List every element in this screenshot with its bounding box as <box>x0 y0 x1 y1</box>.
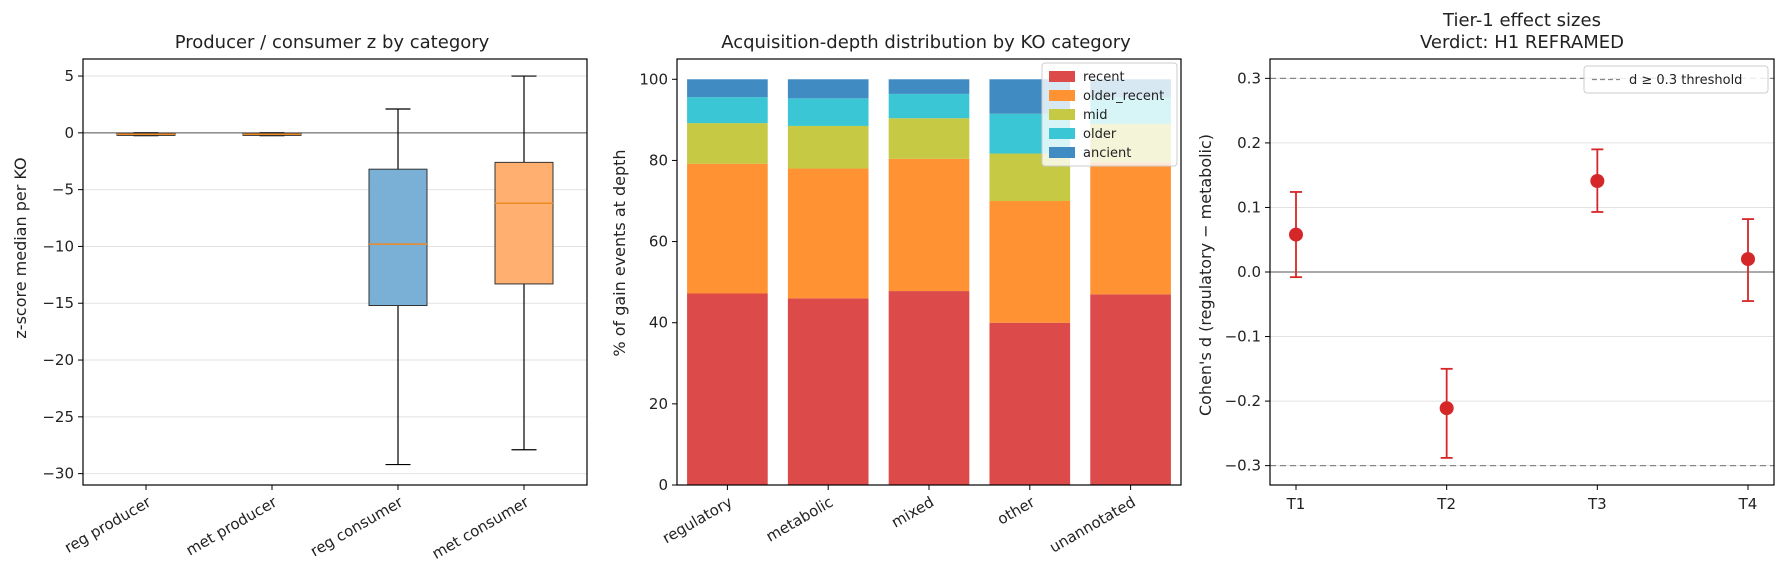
stacked-bar-xtick-label: unannotated <box>1046 493 1138 557</box>
stacked-bar-segment-recent <box>1090 294 1171 485</box>
effect-size-point <box>1289 227 1303 242</box>
boxplot-ytick-label: −25 <box>42 408 74 426</box>
stacked-bar-xtick-label: mixed <box>888 493 937 532</box>
boxplot-grid <box>83 75 587 475</box>
effect-size-ytick-label: −0.3 <box>1225 457 1261 475</box>
boxplot-frame <box>82 58 588 486</box>
stacked-bar-segment-recent <box>687 293 768 485</box>
stacked-bar-ytick-label: 100 <box>639 70 668 88</box>
stacked-bar-segment-older_recent <box>1090 162 1171 295</box>
stacked-bar-segment-recent <box>787 298 869 485</box>
boxplot-xtick-label: reg consumer <box>307 492 406 560</box>
effect-size-title: Tier-1 effect sizes <box>1442 10 1601 31</box>
boxplot-xtick-label: met consumer <box>429 492 533 562</box>
effect-size-legend-box <box>1583 65 1769 94</box>
stacked-bar-xtick-label: regulatory <box>659 493 735 547</box>
stacked-bar-legend-swatch <box>1049 147 1075 158</box>
stacked-bar-xtick-label: metabolic <box>763 493 836 546</box>
stacked-bar-segment-ancient <box>787 79 869 99</box>
stacked-bar-ytick-label: 60 <box>649 233 668 251</box>
effect-size-point <box>1741 252 1755 267</box>
stacked-bar-segment-older_recent <box>888 158 970 292</box>
stacked-bar-legend-swatch <box>1049 90 1075 101</box>
stacked-bar-segment-ancient <box>687 79 768 98</box>
effect-size-ytick-label: 0.2 <box>1237 134 1261 152</box>
boxplot-ytick-label: −20 <box>42 351 74 369</box>
stacked-bar-title: Acquisition-depth distribution by KO cat… <box>721 32 1131 53</box>
stacked-bar-legend-swatch <box>1049 109 1075 120</box>
stacked-bar-segment-older_recent <box>687 163 768 294</box>
boxplot-panel: Producer / consumer z by category z-scor… <box>11 32 588 563</box>
stacked-bar-panel: Acquisition-depth distribution by KO cat… <box>610 32 1182 557</box>
stacked-bar-segment-older <box>888 93 970 119</box>
effect-size-point <box>1439 401 1454 416</box>
stacked-bar-ytick-label: 20 <box>649 395 668 413</box>
stacked-bar-segment-recent <box>989 322 1071 485</box>
boxplot-yticks: 5 0 −5 −10 −15 −20 −25 −30 <box>42 67 83 483</box>
effect-size-ytick-label: −0.2 <box>1225 392 1261 410</box>
stacked-bar-segment-recent <box>888 291 970 485</box>
boxplot-ytick-label: −30 <box>42 465 74 483</box>
boxplot-title: Producer / consumer z by category <box>175 32 490 53</box>
boxplot-boxes <box>116 75 554 466</box>
boxplot-ytick-label: 0 <box>64 124 74 142</box>
effect-size-xticks: T1 T2 T3 T4 <box>1286 485 1758 513</box>
boxplot-box <box>494 161 554 285</box>
stacked-bar-segment-older_recent <box>787 168 869 299</box>
effect-size-subtitle: Verdict: H1 REFRAMED <box>1420 32 1624 53</box>
boxplot-xtick-label: met producer <box>183 492 281 559</box>
boxplot-xtick-label: reg producer <box>61 492 154 556</box>
stacked-bar-ytick-label: 0 <box>658 476 668 494</box>
stacked-bar-segment-mid <box>687 123 768 164</box>
effect-size-xtick-label: T4 <box>1738 495 1758 513</box>
stacked-bar-segment-mid <box>888 118 970 159</box>
effect-size-ytick-label: 0.1 <box>1237 198 1261 216</box>
stacked-bar-legend-swatch <box>1049 128 1075 139</box>
boxplot-ytick-label: −15 <box>42 294 74 312</box>
boxplot-ytick-label: −10 <box>42 237 74 255</box>
stacked-bar-xticks: regulatory metabolic mixed other unannotated <box>659 485 1139 557</box>
stacked-bar-legend-box <box>1041 62 1178 167</box>
effect-size-xtick-label: T3 <box>1587 495 1607 513</box>
stacked-bar-xtick-label: other <box>994 492 1038 528</box>
stacked-bar-ytick-label: 40 <box>649 314 668 332</box>
stacked-bar-legend-label: older <box>1083 127 1117 142</box>
effect-size-points <box>1289 148 1755 459</box>
stacked-bar-frame <box>676 58 1182 486</box>
stacked-bar-segment-ancient <box>888 79 970 94</box>
boxplot-ytick-label: −5 <box>52 181 74 199</box>
stacked-bar-segment-older <box>687 97 768 124</box>
effect-size-xtick-label: T2 <box>1436 495 1456 513</box>
boxplot-xticks: reg producer met producer reg consumer met … <box>61 485 533 563</box>
stacked-bar-segment-older_recent <box>989 201 1071 323</box>
stacked-bar-legend-label: older_recent <box>1083 89 1164 104</box>
effect-size-grid <box>1270 77 1774 467</box>
effect-size-ytick-label: −0.1 <box>1225 328 1261 346</box>
effect-size-point <box>1590 173 1605 188</box>
stacked-bar-yticks: 0 20 40 60 80 100 <box>639 70 677 494</box>
stacked-bar-segment-older <box>787 98 869 126</box>
stacked-bar-legend-label: recent <box>1083 70 1125 85</box>
boxplot-box <box>368 168 428 307</box>
stacked-bar-legend-swatch <box>1049 71 1075 82</box>
effect-size-frame <box>1269 58 1775 486</box>
effect-size-xtick-label: T1 <box>1286 495 1306 513</box>
boxplot-ylabel: z-score median per KO <box>11 157 30 338</box>
effect-size-panel: Tier-1 effect sizes Verdict: H1 REFRAMED… <box>1196 10 1775 513</box>
effect-size-legend: d ≥ 0.3 threshold <box>1583 65 1769 94</box>
stacked-bar-segment-mid <box>787 125 869 169</box>
stacked-bar-legend-label: mid <box>1083 108 1108 123</box>
effect-size-ytick-label: 0.0 <box>1237 263 1261 281</box>
effect-size-ylabel: Cohen's d (regulatory − metabolic) <box>1196 134 1215 416</box>
effect-size-legend-label: d ≥ 0.3 threshold <box>1629 73 1742 88</box>
stacked-bar-legend-label: ancient <box>1083 146 1131 161</box>
boxplot-ytick-label: 5 <box>64 67 74 85</box>
stacked-bar-ytick-label: 80 <box>649 151 668 169</box>
effect-size-ytick-label: 0.3 <box>1237 69 1261 87</box>
stacked-bar-ylabel: % of gain events at depth <box>610 149 629 356</box>
effect-size-yticks: 0.3 0.2 0.1 0.0 −0.1 −0.2 −0.3 <box>1225 69 1270 475</box>
